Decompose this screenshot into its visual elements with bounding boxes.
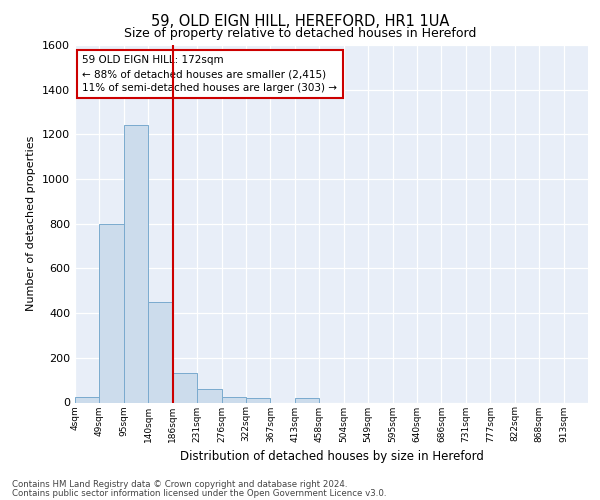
Bar	[148, 302, 173, 402]
Bar	[221, 397, 246, 402]
Text: Contains public sector information licensed under the Open Government Licence v3: Contains public sector information licen…	[12, 488, 386, 498]
Text: 59 OLD EIGN HILL: 172sqm
← 88% of detached houses are smaller (2,415)
11% of sem: 59 OLD EIGN HILL: 172sqm ← 88% of detach…	[82, 55, 337, 93]
Bar	[100, 224, 124, 402]
Text: 59, OLD EIGN HILL, HEREFORD, HR1 1UA: 59, OLD EIGN HILL, HEREFORD, HR1 1UA	[151, 14, 449, 29]
Bar	[246, 398, 271, 402]
X-axis label: Distribution of detached houses by size in Hereford: Distribution of detached houses by size …	[179, 450, 484, 463]
Text: Size of property relative to detached houses in Hereford: Size of property relative to detached ho…	[124, 28, 476, 40]
Bar	[75, 397, 100, 402]
Bar	[124, 126, 148, 402]
Bar	[173, 374, 197, 402]
Y-axis label: Number of detached properties: Number of detached properties	[26, 136, 37, 312]
Bar	[197, 388, 221, 402]
Text: Contains HM Land Registry data © Crown copyright and database right 2024.: Contains HM Land Registry data © Crown c…	[12, 480, 347, 489]
Bar	[295, 398, 319, 402]
